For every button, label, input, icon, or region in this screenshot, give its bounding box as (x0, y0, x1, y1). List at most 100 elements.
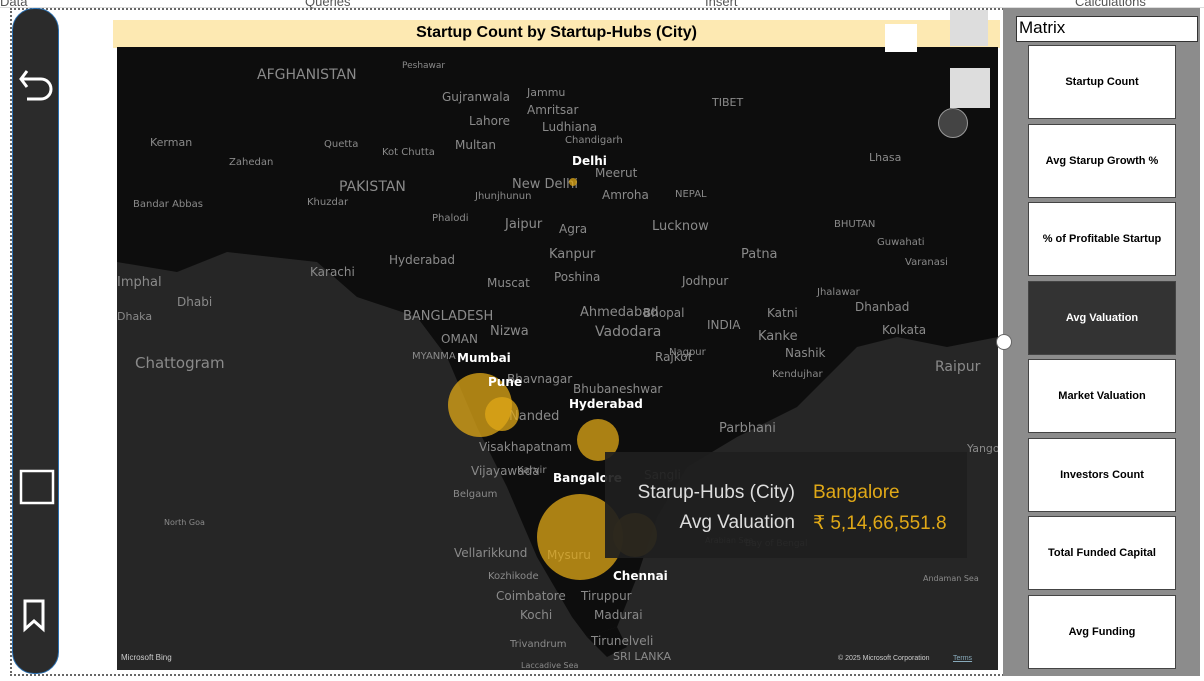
map-label: Chattogram (135, 354, 225, 372)
format-button[interactable] (950, 10, 988, 46)
visual-title: Startup Count by Startup-Hubs (City) (416, 24, 697, 41)
map-label: MYANMA (412, 351, 456, 362)
ribbon-tab[interactable]: Calculations (1075, 0, 1146, 9)
map-label: Kerman (150, 136, 192, 149)
map-terms[interactable]: Terms (953, 655, 973, 662)
city-label: Pune (488, 375, 522, 389)
map-label: Nanded (509, 409, 559, 424)
zoom-out[interactable] (938, 108, 968, 138)
map-label: Katni (767, 306, 798, 320)
map-label: Vijayawada (471, 464, 540, 478)
map-label: Chandigarh (565, 135, 623, 146)
slicer-button[interactable]: Avg Starup Growth % (1028, 123, 1176, 198)
map-label: Varanasi (905, 257, 948, 268)
map-label: Visakhapatnam (479, 440, 572, 454)
map-label: Andaman Sea (923, 574, 979, 583)
map-label: BHUTAN (834, 219, 875, 230)
map-label: Lahore (469, 114, 510, 128)
map-label: Ludhiana (542, 120, 597, 134)
slicer-button[interactable]: Avg Valuation (1028, 280, 1176, 355)
map-label: Jhalawar (816, 287, 861, 298)
bookmark-icon[interactable] (23, 599, 45, 633)
slicer-button[interactable]: Market Valuation (1028, 359, 1176, 433)
city-label: Hyderabad (569, 397, 643, 411)
map-label: Kochi (520, 608, 552, 622)
resize-handle[interactable] (996, 334, 1012, 350)
map-label: Nashik (785, 346, 826, 360)
map-label: Muscat (487, 276, 530, 290)
map-label: Nizwa (490, 324, 529, 339)
map-label: Amritsar (527, 103, 578, 117)
map-label: Dhanbad (855, 300, 909, 314)
map-label: INDIA (707, 318, 741, 332)
map-label: Kolkata (882, 323, 926, 337)
map-label: Madurai (594, 608, 643, 622)
slicer-button[interactable]: % of Profitable Startup (1028, 202, 1176, 276)
map-label: Yangon (966, 442, 998, 455)
city-label: Chennai (613, 569, 668, 583)
map-label: New Delhi (512, 177, 578, 192)
map-label: Imphal (117, 275, 162, 290)
slicer-button[interactable]: Total Funded Capital (1028, 516, 1176, 590)
map-label: Karachi (310, 265, 355, 279)
tooltip-value: ₹ 5,14,66,551.8 (813, 513, 947, 534)
pane-title: Matrix (1019, 18, 1066, 37)
map-label: Tirunelveli (590, 634, 653, 648)
ribbon-tab[interactable]: Insert (705, 0, 738, 9)
pane-header (1016, 16, 1198, 42)
filter-icon[interactable] (19, 469, 55, 505)
undo-icon[interactable] (19, 70, 53, 101)
bubble (577, 419, 619, 461)
map-label: Lucknow (652, 219, 709, 234)
map-label: Bhopal (643, 306, 684, 320)
city-label: Mumbai (457, 351, 511, 365)
map-label: Kanpur (549, 247, 596, 262)
map-label: Patna (741, 247, 778, 262)
slicer-button[interactable]: Investors Count (1028, 437, 1176, 512)
map-label: Agra (559, 222, 587, 236)
map-label: North Goa (164, 518, 205, 527)
map-label: Karvir (517, 465, 547, 476)
map-label: Poshina (554, 270, 600, 284)
bubble (569, 178, 577, 186)
map-label: Peshawar (402, 61, 445, 71)
map-label: Quetta (324, 139, 358, 150)
map-label: Raipur (935, 359, 981, 375)
map-label: Kozhikode (488, 571, 539, 582)
slicer-button[interactable]: Startup Count (1028, 45, 1176, 119)
sidebar (12, 8, 59, 674)
map-label: Meerut (595, 166, 638, 180)
map-label: Kendujhar (772, 369, 823, 380)
ribbon-tab[interactable]: Queries (305, 0, 351, 9)
map-label: Ahmedabad (580, 305, 658, 320)
map-label: Rajkot (655, 350, 693, 364)
map-label: PAKISTAN (339, 179, 406, 195)
map-copyright: © 2025 Microsoft Corporation (838, 655, 930, 662)
map-label: Amroha (602, 188, 649, 202)
map-label: Belgaum (453, 489, 497, 500)
map-label: OMAN (441, 332, 478, 346)
map-label: Kot Chutta (382, 147, 435, 158)
ribbon-tab[interactable]: Data (0, 0, 28, 9)
map-label: Jammu (526, 86, 565, 99)
bubble (537, 494, 623, 580)
map-label: Phalodi (432, 213, 469, 224)
map-label: Hyderabad (389, 253, 455, 267)
map: AFGHANISTAN Peshawar Jammu TIBET Gujranwala A… (117, 47, 998, 670)
map-label: Parbhani (719, 421, 776, 436)
map-label: Laccadive Sea (521, 661, 579, 670)
city-label: Delhi (572, 154, 607, 168)
slicer-button[interactable]: Avg Funding (1028, 594, 1176, 669)
map-label: Kanke (758, 329, 798, 344)
map-label: Coimbatore (496, 589, 566, 603)
ribbon (0, 0, 1204, 8)
map-label: Bandar Abbas (133, 199, 203, 210)
map-label: Vadodara (595, 324, 661, 340)
map-label: Vellarikkund (454, 546, 527, 560)
paint-button[interactable] (950, 68, 990, 108)
map-label: BANGLADESH (403, 309, 493, 324)
filter-button[interactable] (885, 24, 917, 52)
bubble (485, 397, 519, 431)
map-label: Khuzdar (307, 197, 349, 208)
map-label: Bhubaneshwar (573, 382, 662, 396)
